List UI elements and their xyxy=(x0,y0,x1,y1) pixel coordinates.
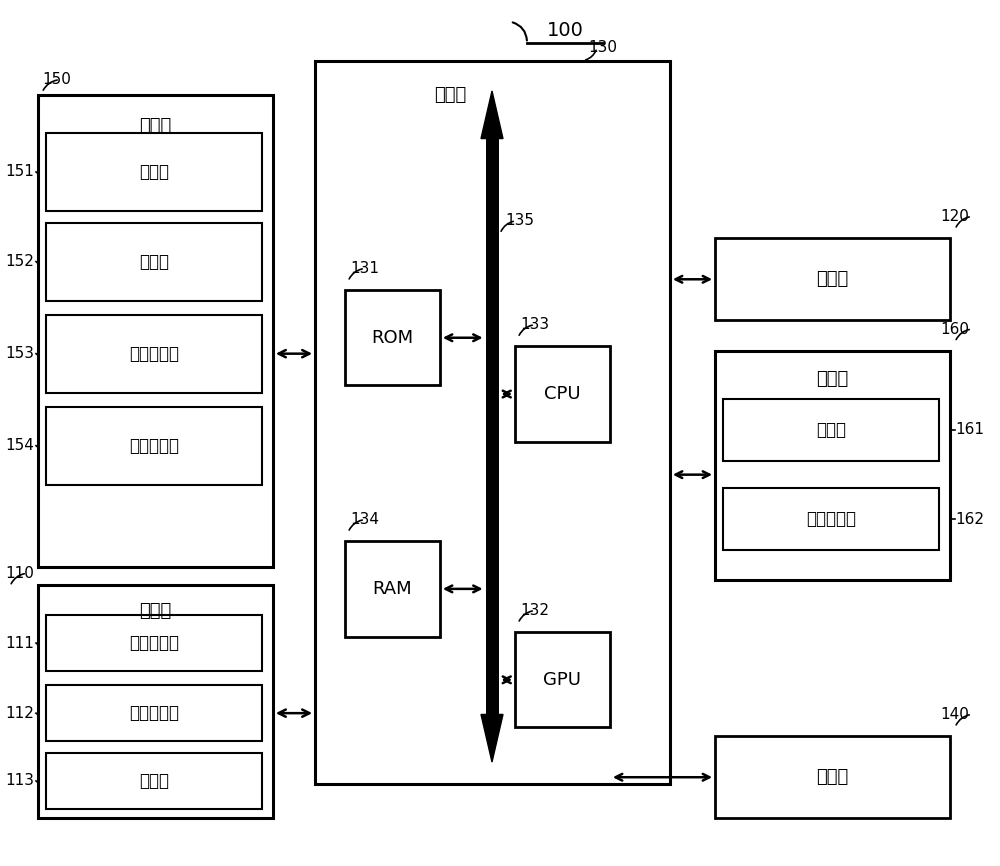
Bar xyxy=(46,133,262,211)
Bar xyxy=(46,615,262,671)
Text: 161: 161 xyxy=(955,423,984,437)
Text: 显示器: 显示器 xyxy=(816,421,846,439)
Bar xyxy=(515,632,610,727)
Bar xyxy=(515,346,610,442)
Polygon shape xyxy=(481,714,503,762)
Text: CPU: CPU xyxy=(544,385,581,403)
Text: 111: 111 xyxy=(5,636,34,650)
Text: 检测器: 检测器 xyxy=(816,270,849,288)
Text: 通信器: 通信器 xyxy=(139,602,172,619)
Text: 132: 132 xyxy=(520,603,549,618)
Bar xyxy=(715,238,950,320)
Text: 第二通信器: 第二通信器 xyxy=(129,704,179,722)
Text: 操纵器: 操纵器 xyxy=(139,253,169,271)
Bar xyxy=(723,399,939,461)
Text: 154: 154 xyxy=(5,438,34,453)
Bar xyxy=(38,585,273,818)
Text: RAM: RAM xyxy=(373,580,412,598)
Text: 151: 151 xyxy=(5,165,34,179)
Polygon shape xyxy=(481,91,503,139)
Text: ROM: ROM xyxy=(371,329,414,346)
Text: 160: 160 xyxy=(940,321,969,337)
Bar xyxy=(46,407,262,485)
Bar xyxy=(345,541,440,637)
Text: 130: 130 xyxy=(588,40,617,55)
Text: 触摸输入器: 触摸输入器 xyxy=(129,345,179,363)
Text: 150: 150 xyxy=(42,72,71,87)
Bar xyxy=(46,685,262,741)
Text: GPU: GPU xyxy=(544,671,582,688)
Text: 控制器: 控制器 xyxy=(434,87,466,104)
Text: 100: 100 xyxy=(547,21,583,40)
Text: 140: 140 xyxy=(940,707,969,722)
Text: 第一通信器: 第一通信器 xyxy=(129,634,179,652)
Text: 存储器: 存储器 xyxy=(816,768,849,786)
Text: 112: 112 xyxy=(5,706,34,721)
Text: 162: 162 xyxy=(955,512,984,527)
Bar xyxy=(345,290,440,385)
Text: 134: 134 xyxy=(350,512,379,527)
Text: 120: 120 xyxy=(940,209,969,224)
Text: 输入器: 输入器 xyxy=(139,117,172,134)
Text: 110: 110 xyxy=(5,565,34,581)
Bar xyxy=(46,314,262,392)
Text: 113: 113 xyxy=(5,773,34,788)
Text: 153: 153 xyxy=(5,346,34,361)
Bar xyxy=(715,736,950,818)
Bar xyxy=(723,488,939,551)
Text: 用户输入器: 用户输入器 xyxy=(129,436,179,455)
Bar xyxy=(486,139,498,714)
Text: 131: 131 xyxy=(350,261,379,276)
Bar xyxy=(46,753,262,809)
Text: 音频输出器: 音频输出器 xyxy=(806,510,856,528)
Bar xyxy=(715,351,950,580)
Text: 133: 133 xyxy=(520,317,549,333)
Bar xyxy=(38,95,273,567)
Text: 152: 152 xyxy=(5,254,34,269)
Text: 连接器: 连接器 xyxy=(139,772,169,790)
Text: 输出器: 输出器 xyxy=(816,371,849,388)
Text: 135: 135 xyxy=(505,213,534,229)
Bar xyxy=(315,61,670,784)
Bar xyxy=(46,223,262,301)
Text: 麦克风: 麦克风 xyxy=(139,163,169,181)
